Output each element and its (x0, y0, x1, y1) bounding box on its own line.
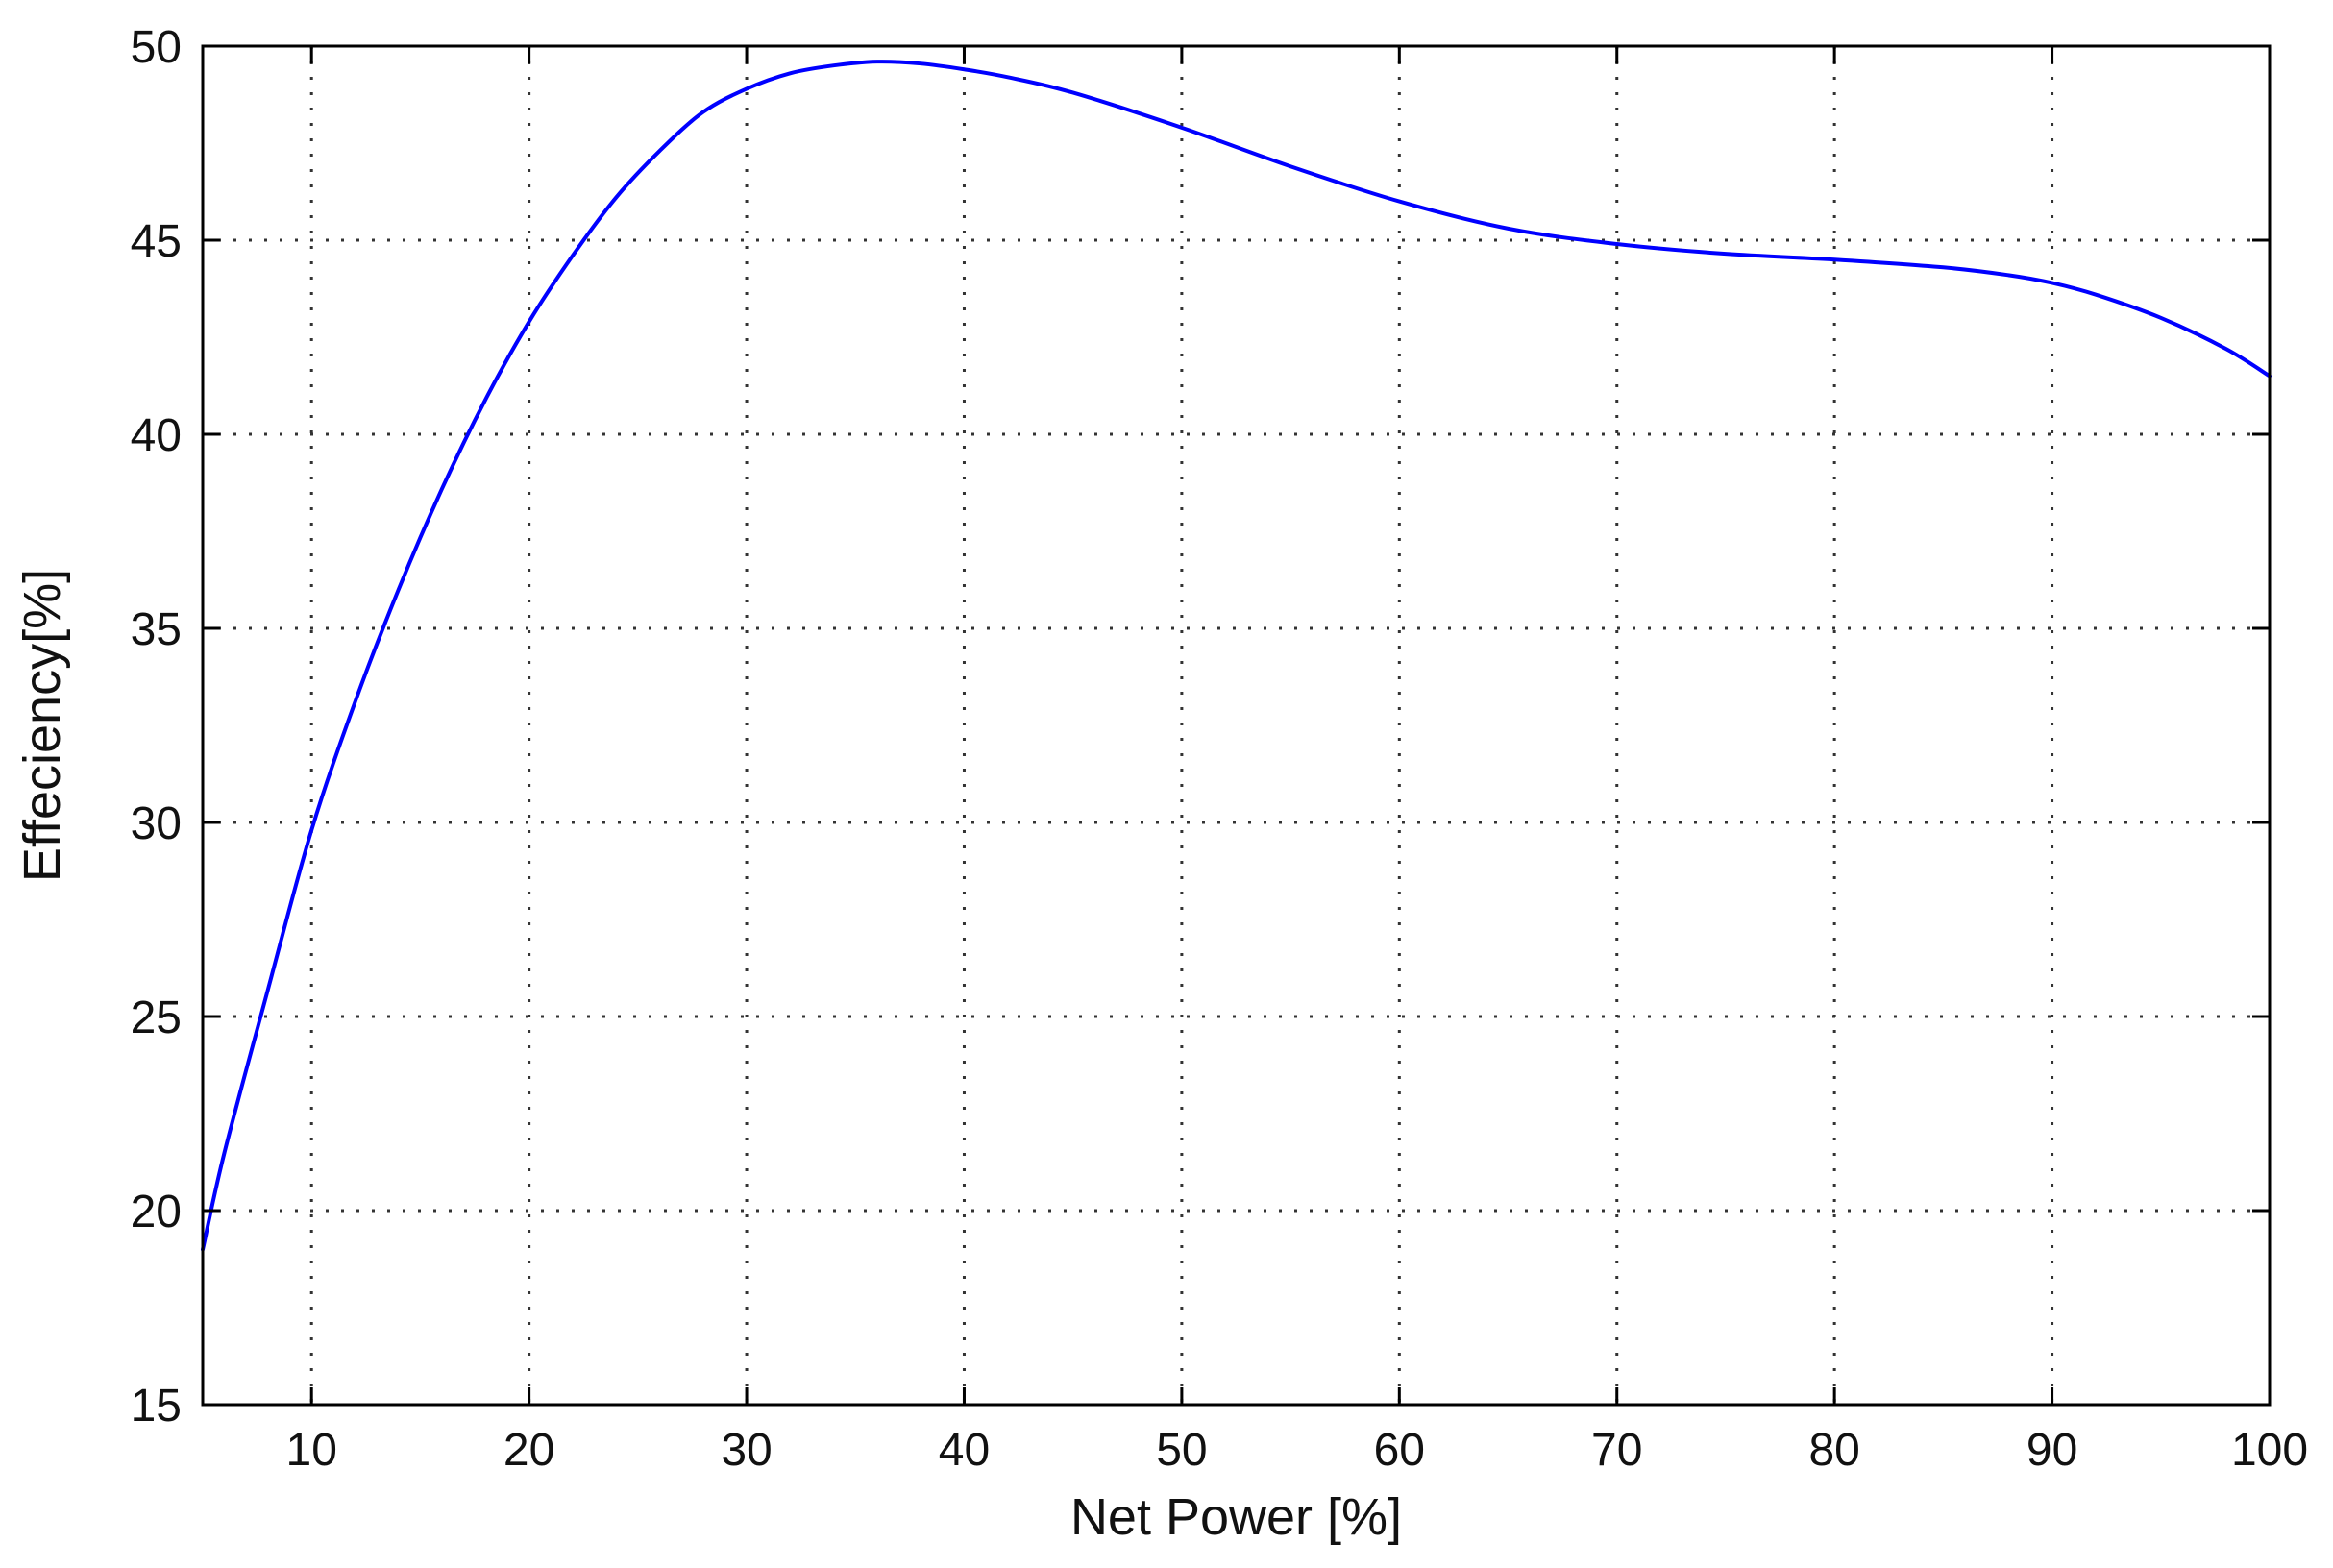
x-tick-label: 70 (1591, 1425, 1642, 1476)
x-tick-label: 30 (721, 1425, 772, 1476)
y-tick-label: 25 (131, 992, 182, 1043)
series-layer (201, 60, 2272, 1252)
plot-frame (201, 44, 2272, 1407)
y-tick-label: 50 (131, 22, 182, 73)
y-tick-label: 40 (131, 410, 182, 461)
x-tick-label: 40 (939, 1425, 990, 1476)
x-tick-label: 100 (2231, 1425, 2308, 1476)
y-tick-label: 35 (131, 604, 182, 655)
series-line (201, 60, 2272, 1252)
grid-lines (203, 46, 2270, 1405)
x-tick-label: 60 (1374, 1425, 1425, 1476)
y-tick-label: 45 (131, 216, 182, 267)
y-tick-label: 30 (131, 798, 182, 849)
y-tick-label: 20 (131, 1187, 182, 1237)
x-tick-label: 10 (286, 1425, 337, 1476)
axis-ticks (203, 44, 2272, 1407)
y-axis-label: Effeciency[%] (13, 569, 71, 882)
y-tick-label: 15 (131, 1381, 182, 1432)
y-axis-tick-labels: 15 20 25 30 35 40 45 50 (131, 22, 182, 1432)
x-axis-tick-labels: 10 20 30 40 50 60 70 80 90 100 (286, 1425, 2309, 1476)
x-tick-label: 80 (1808, 1425, 1859, 1476)
x-tick-label: 50 (1156, 1425, 1207, 1476)
x-tick-label: 20 (503, 1425, 554, 1476)
x-axis-label: Net Power [%] (1070, 1488, 1402, 1546)
x-tick-label: 90 (2026, 1425, 2077, 1476)
